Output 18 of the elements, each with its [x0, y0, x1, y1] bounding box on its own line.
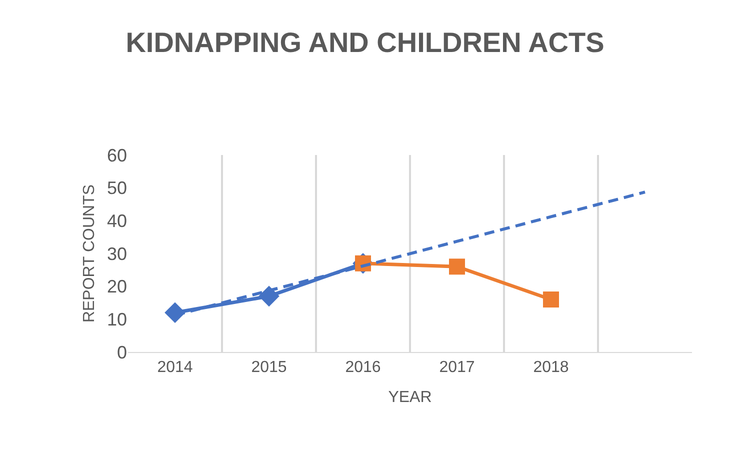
y-tick-label: 20 — [106, 276, 127, 297]
y-axis-title: REPORT COUNTS — [80, 184, 98, 323]
y-tick-label: 10 — [106, 309, 127, 330]
x-axis-title: YEAR — [388, 388, 432, 406]
point — [449, 258, 465, 275]
y-tick-label: 40 — [106, 210, 127, 231]
y-tick-label: 50 — [106, 178, 127, 198]
point — [543, 291, 559, 308]
chart-title: KIDNAPPING AND CHILDREN ACTS — [126, 26, 604, 58]
x-tick-label: 2018 — [533, 359, 569, 376]
x-tick-label: 2015 — [251, 359, 287, 376]
y-tick-label: 30 — [106, 244, 127, 264]
x-tick-label: 2017 — [439, 359, 475, 376]
y-tick-label: 0 — [116, 342, 127, 362]
point — [258, 286, 280, 307]
x-tick-label: 2014 — [157, 359, 193, 376]
x-tick-label: 2016 — [345, 359, 381, 376]
y-tick-label: 60 — [106, 145, 127, 166]
